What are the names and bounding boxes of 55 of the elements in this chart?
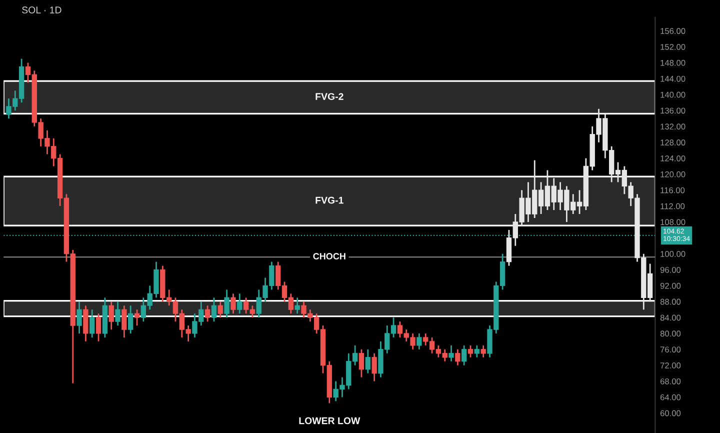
candlestick bbox=[480, 344, 486, 358]
y-tick-label: 144.00 bbox=[660, 76, 686, 82]
y-tick-label: 88.00 bbox=[660, 298, 681, 305]
y-tick-label: 128.00 bbox=[660, 140, 686, 146]
y-tick-label: 84.00 bbox=[660, 314, 681, 321]
candlestick bbox=[365, 348, 370, 374]
y-tick-label: 68.00 bbox=[660, 378, 681, 384]
candlestick bbox=[83, 304, 88, 342]
candlestick bbox=[448, 344, 454, 362]
y-tick-label: 80.00 bbox=[660, 330, 681, 337]
y-tick-label: 64.00 bbox=[660, 394, 681, 400]
candlestick bbox=[115, 300, 120, 326]
y-tick-label: 132.00 bbox=[660, 124, 686, 130]
candlestick bbox=[204, 304, 210, 322]
y-tick-label: 108.00 bbox=[660, 219, 686, 226]
candlestick bbox=[372, 352, 377, 382]
candlestick bbox=[468, 344, 474, 358]
y-tick-label: 72.00 bbox=[660, 362, 681, 368]
y-tick-label: 124.00 bbox=[660, 155, 686, 162]
ref-line-label: CHOCH bbox=[313, 253, 346, 260]
candlestick bbox=[122, 304, 127, 338]
y-tick-label: 148.00 bbox=[660, 60, 686, 66]
candlestick bbox=[416, 332, 422, 350]
candlestick bbox=[76, 300, 82, 334]
candlestick bbox=[294, 296, 300, 314]
y-tick-label: 112.00 bbox=[660, 203, 685, 210]
candlestick bbox=[108, 300, 114, 330]
candlestick bbox=[474, 344, 480, 358]
candlestick bbox=[224, 288, 230, 318]
y-tick-label: 76.00 bbox=[660, 346, 681, 352]
candlestick bbox=[211, 296, 217, 322]
candlestick bbox=[455, 348, 460, 366]
candlestick bbox=[358, 348, 364, 378]
candlestick bbox=[90, 308, 95, 338]
candlestick bbox=[237, 292, 242, 314]
y-tick-label: 152.00 bbox=[660, 44, 686, 50]
y-tick-label: 96.00 bbox=[660, 266, 681, 273]
y-tick-label: 120.00 bbox=[660, 171, 686, 178]
y-tick-label: 60.00 bbox=[660, 410, 681, 416]
y-tick-label: 140.00 bbox=[660, 92, 686, 98]
y-tick-label: 92.00 bbox=[660, 282, 681, 289]
candlestick bbox=[461, 344, 467, 366]
band-label: FVG-2 bbox=[316, 93, 344, 100]
chart-title: SOL · 1D bbox=[22, 6, 62, 14]
candlestick bbox=[96, 312, 102, 342]
y-tick-label: 100.00 bbox=[660, 251, 686, 257]
candlestick bbox=[128, 304, 134, 334]
y-tick-label: 136.00 bbox=[660, 108, 686, 114]
band-label: FVG-1 bbox=[316, 196, 344, 204]
y-tick-label: 116.00 bbox=[660, 187, 685, 194]
annotation: LOWER LOW bbox=[299, 417, 360, 424]
candlestick bbox=[218, 300, 223, 318]
candlestick bbox=[134, 308, 140, 326]
candlestick bbox=[230, 292, 236, 314]
y-tick-label: 156.00 bbox=[660, 28, 686, 34]
